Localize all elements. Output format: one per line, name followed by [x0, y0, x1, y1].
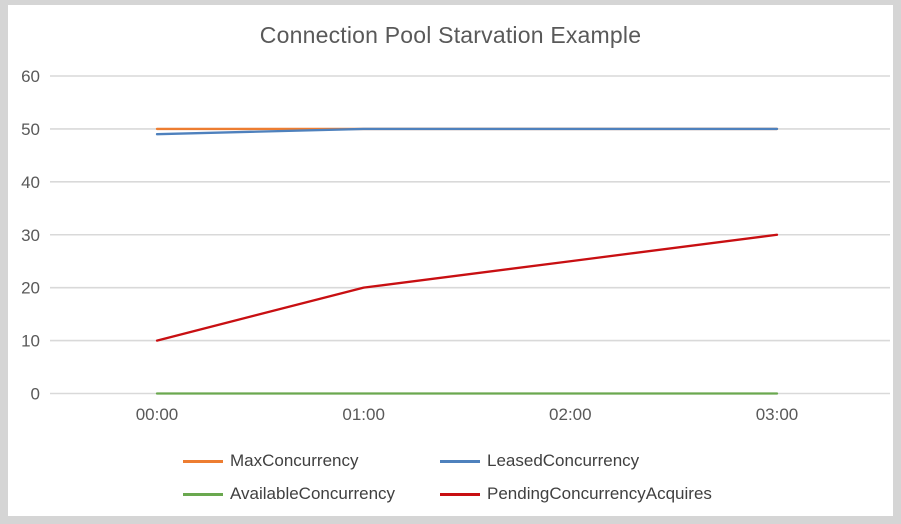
x-axis-tick-label: 01:00: [342, 405, 385, 424]
y-axis-tick-label: 30: [21, 226, 40, 245]
legend-line-swatch-green: [183, 492, 223, 496]
x-axis-tick-label: 00:00: [136, 405, 179, 424]
legend-label: PendingConcurrencyAcquires: [487, 484, 712, 503]
y-axis-tick-label: 40: [21, 173, 40, 192]
legend-label: LeasedConcurrency: [487, 451, 640, 470]
x-axis-tick-label: 03:00: [756, 405, 799, 424]
chart-legend: MaxConcurrency LeasedConcurrency Availab…: [183, 451, 712, 504]
x-axis-tick-label: 02:00: [549, 405, 592, 424]
y-axis-tick-label: 60: [21, 67, 40, 86]
chart-title: Connection Pool Starvation Example: [259, 22, 642, 48]
legend-item-leased-concurrency: LeasedConcurrency: [440, 451, 712, 471]
series-line-LeasedConcurrency: [155, 127, 779, 136]
legend-label: MaxConcurrency: [230, 451, 359, 470]
legend-line-swatch-orange: [183, 459, 223, 463]
series-line-PendingConcurrencyAcquires: [155, 233, 779, 342]
chart-card: [8, 5, 893, 516]
y-axis-tick-label: 20: [21, 279, 40, 298]
y-axis-tick-label: 0: [31, 385, 40, 404]
legend-item-available-concurrency: AvailableConcurrency: [183, 484, 440, 504]
legend-line-swatch-red: [440, 492, 480, 496]
legend-item-max-concurrency: MaxConcurrency: [183, 451, 440, 471]
y-axis-tick-label: 50: [21, 120, 40, 139]
y-axis-tick-label: 10: [21, 332, 40, 351]
legend-item-pending-concurrency-acquires: PendingConcurrencyAcquires: [440, 484, 712, 504]
legend-line-swatch-blue: [440, 459, 480, 463]
legend-label: AvailableConcurrency: [230, 484, 396, 503]
